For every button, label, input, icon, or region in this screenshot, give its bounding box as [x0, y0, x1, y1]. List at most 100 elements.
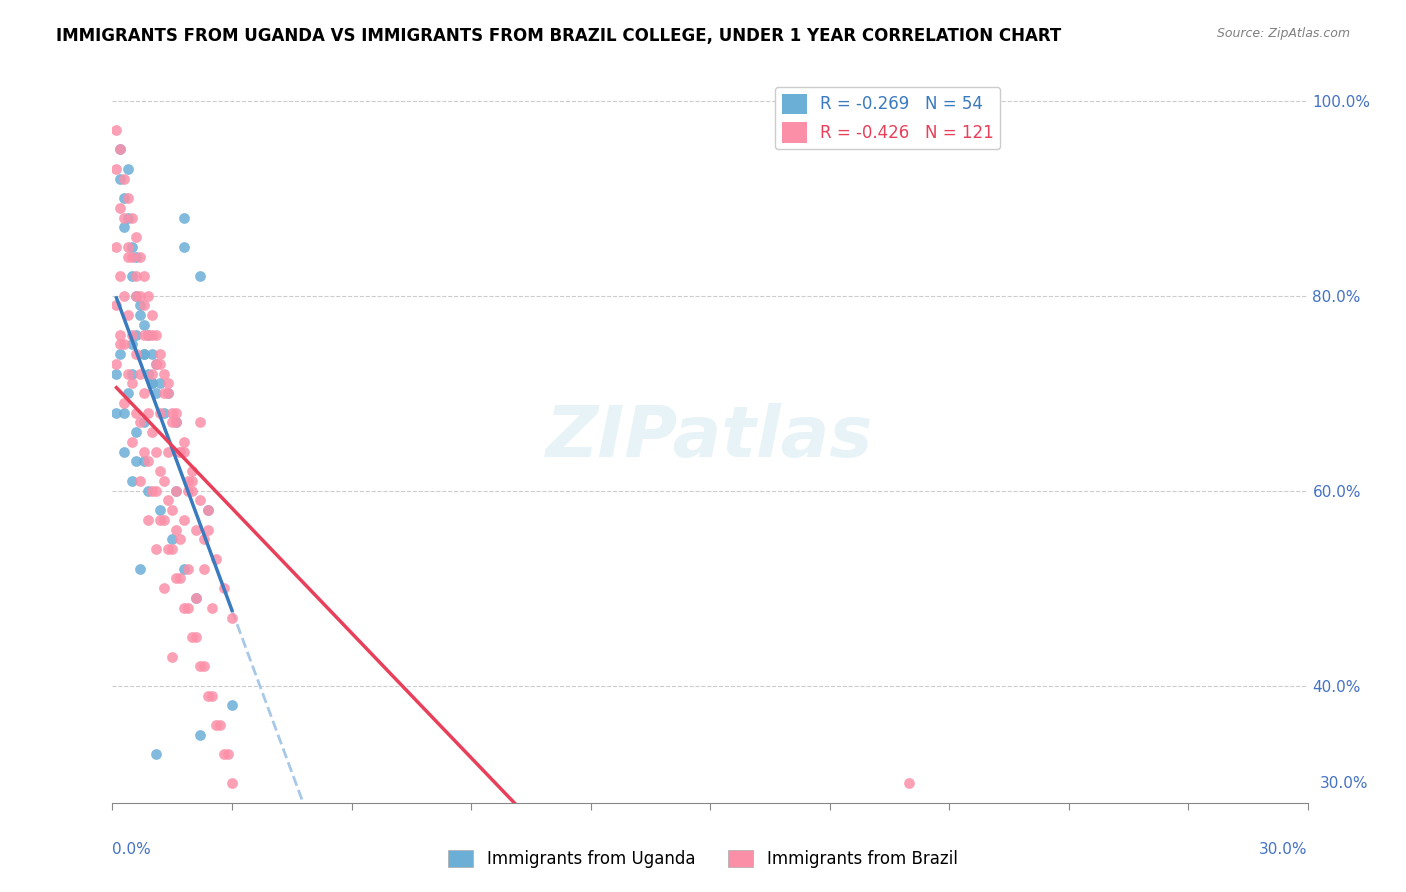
- Point: [186, 630, 208, 644]
- Point: [129, 562, 152, 576]
- Point: [162, 406, 183, 420]
- Point: [157, 493, 180, 508]
- Point: [181, 483, 204, 498]
- Point: [205, 552, 228, 566]
- Point: [141, 376, 163, 391]
- Point: [121, 211, 143, 225]
- Point: [125, 250, 148, 264]
- Point: [129, 298, 152, 312]
- Point: [205, 718, 228, 732]
- Point: [105, 161, 128, 176]
- Point: [221, 610, 243, 624]
- Point: [165, 416, 187, 430]
- Point: [177, 483, 200, 498]
- Point: [197, 503, 219, 517]
- Point: [173, 434, 195, 449]
- Point: [117, 191, 139, 205]
- Text: IMMIGRANTS FROM UGANDA VS IMMIGRANTS FROM BRAZIL COLLEGE, UNDER 1 YEAR CORRELATI: IMMIGRANTS FROM UGANDA VS IMMIGRANTS FRO…: [56, 27, 1062, 45]
- Point: [110, 201, 132, 215]
- Point: [188, 493, 211, 508]
- Point: [134, 444, 156, 458]
- Point: [162, 533, 183, 547]
- Point: [149, 376, 172, 391]
- Point: [162, 542, 183, 557]
- Point: [134, 269, 156, 284]
- Point: [141, 308, 163, 322]
- Point: [149, 406, 172, 420]
- Point: [125, 425, 148, 440]
- Point: [114, 171, 135, 186]
- Point: [221, 698, 243, 713]
- Point: [169, 444, 191, 458]
- Text: Source: ZipAtlas.com: Source: ZipAtlas.com: [1216, 27, 1350, 40]
- Point: [125, 288, 148, 302]
- Point: [125, 327, 148, 342]
- Point: [193, 533, 215, 547]
- Point: [149, 503, 172, 517]
- Point: [138, 288, 160, 302]
- Point: [173, 600, 195, 615]
- Legend: Immigrants from Uganda, Immigrants from Brazil: Immigrants from Uganda, Immigrants from …: [441, 843, 965, 875]
- Point: [121, 376, 143, 391]
- Point: [117, 250, 139, 264]
- Point: [129, 367, 152, 381]
- Point: [157, 444, 180, 458]
- Point: [188, 727, 211, 741]
- Point: [898, 776, 921, 790]
- Point: [114, 444, 135, 458]
- Point: [117, 240, 139, 254]
- Point: [134, 318, 156, 332]
- Point: [188, 659, 211, 673]
- Point: [105, 123, 128, 137]
- Point: [165, 483, 187, 498]
- Point: [165, 416, 187, 430]
- Point: [201, 600, 224, 615]
- Point: [149, 513, 172, 527]
- Point: [125, 406, 148, 420]
- Point: [221, 776, 243, 790]
- Point: [134, 386, 156, 401]
- Point: [177, 600, 200, 615]
- Text: 0.0%: 0.0%: [112, 842, 152, 857]
- Point: [197, 523, 219, 537]
- Point: [165, 406, 187, 420]
- Point: [181, 630, 204, 644]
- Point: [173, 240, 195, 254]
- Point: [117, 308, 139, 322]
- Point: [157, 386, 180, 401]
- Point: [186, 591, 208, 605]
- Point: [117, 367, 139, 381]
- Point: [129, 416, 152, 430]
- Point: [149, 357, 172, 371]
- Point: [153, 474, 176, 488]
- Point: [186, 591, 208, 605]
- Point: [193, 659, 215, 673]
- Point: [125, 269, 148, 284]
- Point: [105, 357, 128, 371]
- Point: [188, 416, 211, 430]
- Point: [145, 542, 167, 557]
- Point: [141, 327, 163, 342]
- Point: [173, 562, 195, 576]
- Point: [121, 327, 143, 342]
- Point: [197, 503, 219, 517]
- Point: [165, 572, 187, 586]
- Point: [121, 474, 143, 488]
- Point: [141, 376, 163, 391]
- Text: 30.0%: 30.0%: [1320, 776, 1368, 791]
- Point: [165, 483, 187, 498]
- Point: [193, 562, 215, 576]
- Point: [209, 718, 232, 732]
- Point: [129, 250, 152, 264]
- Point: [134, 347, 156, 361]
- Point: [162, 649, 183, 664]
- Point: [181, 474, 204, 488]
- Point: [121, 250, 143, 264]
- Text: ZIPatlas: ZIPatlas: [547, 402, 873, 472]
- Point: [145, 386, 167, 401]
- Point: [110, 337, 132, 351]
- Point: [117, 386, 139, 401]
- Point: [114, 211, 135, 225]
- Point: [121, 269, 143, 284]
- Point: [201, 689, 224, 703]
